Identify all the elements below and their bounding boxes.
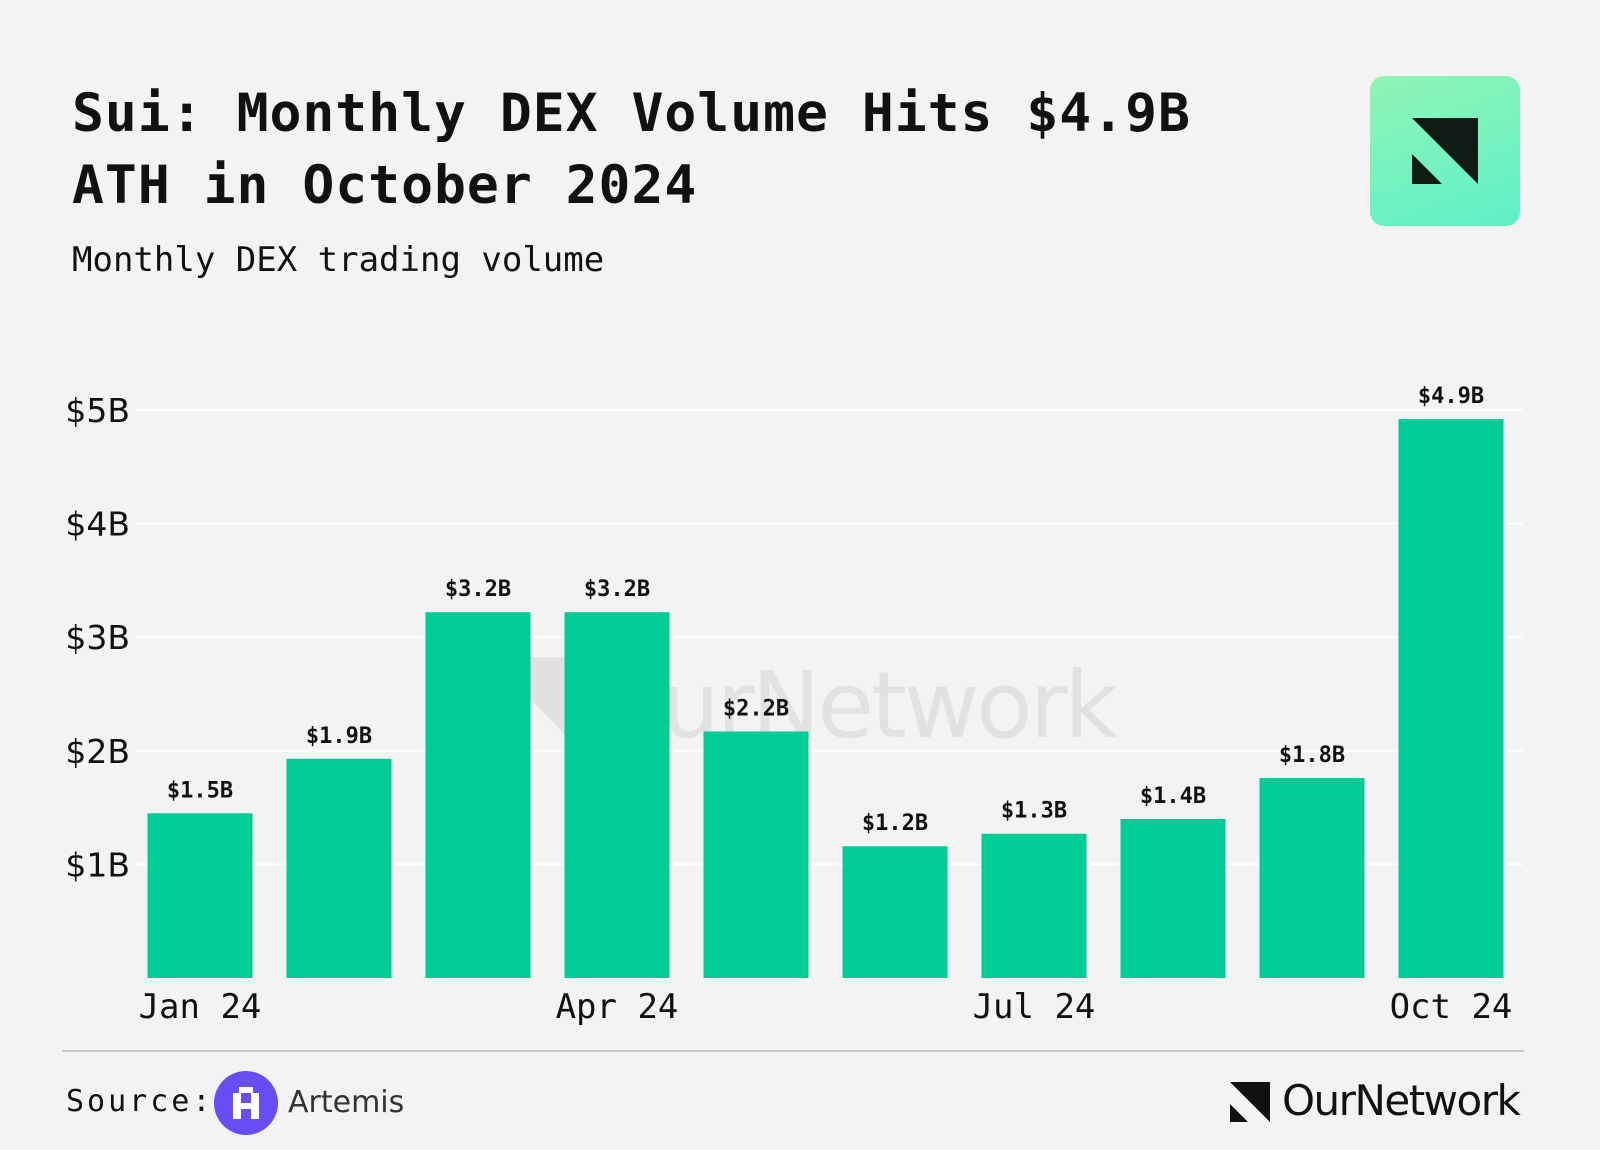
bars bbox=[147, 419, 1504, 978]
ournetwork-logo-icon bbox=[1412, 118, 1478, 184]
bar bbox=[981, 833, 1087, 978]
bar bbox=[1259, 778, 1365, 978]
y-tick-label: $3B bbox=[65, 618, 130, 657]
bar-value-label: $1.2B bbox=[862, 811, 928, 836]
chart-subtitle: Monthly DEX trading volume bbox=[72, 240, 605, 280]
bar-value-label: $1.9B bbox=[306, 724, 372, 749]
bar-chart: OurNetwork $1.5B $1.9B $3.2B $3.2B $2.2B $1.2… bbox=[65, 384, 1522, 1027]
bar bbox=[1120, 818, 1226, 978]
brand-name: OurNetwork bbox=[1282, 1076, 1521, 1125]
x-axis-ticks: Jan 24 Apr 24 Jul 24 Oct 24 bbox=[139, 987, 1513, 1027]
footer-divider bbox=[62, 1050, 1524, 1052]
bar bbox=[147, 813, 253, 978]
y-axis-ticks: $1B $2B $3B $4B $5B bbox=[65, 391, 130, 884]
chart-title-rest: Monthly DEX Volume Hits $4.9B ATH in Oct… bbox=[72, 83, 1191, 216]
bar-value-label: $1.5B bbox=[167, 778, 233, 803]
x-tick-label: Oct 24 bbox=[1390, 987, 1513, 1027]
y-tick-label: $5B bbox=[65, 391, 130, 430]
bar bbox=[564, 612, 670, 978]
bar bbox=[842, 846, 948, 978]
x-tick-label: Jul 24 bbox=[973, 987, 1096, 1027]
bar-value-label: $4.9B bbox=[1418, 384, 1484, 409]
bar bbox=[425, 612, 531, 978]
chart-title-lead: Sui: bbox=[72, 83, 204, 144]
bar-value-label: $1.4B bbox=[1140, 784, 1206, 809]
source-name: Artemis bbox=[288, 1085, 405, 1120]
bar bbox=[703, 731, 809, 978]
watermark-text: OurNetwork bbox=[592, 652, 1118, 759]
bar bbox=[1398, 419, 1504, 978]
bar-value-label: $2.2B bbox=[723, 696, 789, 721]
ournetwork-logo-badge bbox=[1370, 76, 1520, 226]
data-labels: $1.5B $1.9B $3.2B $3.2B $2.2B $1.2B $1.3B $1.4B… bbox=[167, 384, 1484, 836]
chart-title: Sui: Monthly DEX Volume Hits $4.9B ATH i… bbox=[72, 78, 1312, 222]
bar bbox=[286, 758, 392, 978]
y-tick-label: $2B bbox=[65, 732, 130, 771]
artemis-logo-icon bbox=[214, 1071, 278, 1135]
y-tick-label: $4B bbox=[65, 505, 130, 544]
bar-value-label: $3.2B bbox=[584, 577, 650, 602]
source-label: Source: bbox=[66, 1084, 214, 1119]
ournetwork-mark-icon bbox=[1230, 1082, 1270, 1122]
bar-value-label: $1.3B bbox=[1001, 799, 1067, 824]
y-tick-label: $1B bbox=[65, 845, 130, 884]
bar-value-label: $1.8B bbox=[1279, 743, 1345, 768]
x-tick-label: Apr 24 bbox=[556, 987, 679, 1027]
bar-value-label: $3.2B bbox=[445, 577, 511, 602]
x-tick-label: Jan 24 bbox=[139, 987, 262, 1027]
